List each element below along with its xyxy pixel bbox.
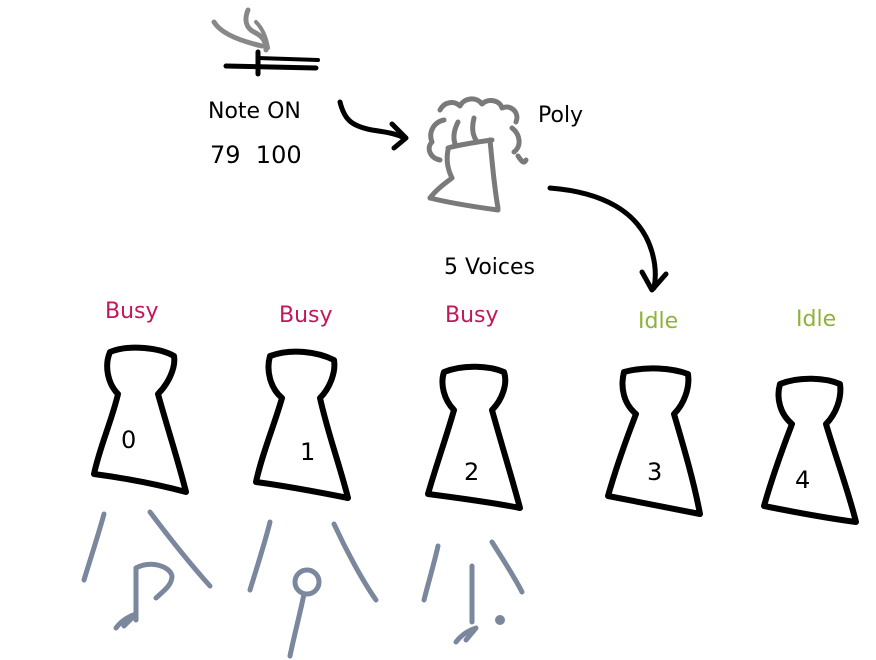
poly-allocator-icon [426, 96, 529, 213]
voice-0-sound-output [81, 509, 213, 631]
voice-1-figure [253, 348, 351, 501]
note-on-label: Note ON [208, 99, 301, 124]
note-values: 79 100 [210, 141, 302, 169]
voice-3-figure [605, 365, 703, 517]
voice-2-index: 2 [464, 458, 479, 486]
voice-4-figure [761, 375, 859, 525]
voice-3-index: 3 [647, 458, 662, 486]
voice-0-index: 0 [121, 426, 136, 454]
voice-2-status: Busy [445, 303, 499, 328]
voice-0-status: Busy [105, 299, 159, 324]
hand-pressing-key-icon [211, 7, 320, 77]
arrow-poly-to-voice-3 [547, 185, 669, 293]
voice-count-label: 5 Voices [444, 255, 535, 280]
voice-2-figure [425, 363, 523, 511]
arrow-note-to-poly [337, 99, 409, 151]
voice-4-status: Idle [796, 307, 836, 332]
poly-label: Poly [538, 103, 583, 128]
voice-3-status: Idle [638, 309, 678, 334]
voice-1-index: 1 [300, 438, 315, 466]
voice-2-sound-output [421, 539, 525, 645]
voice-1-status: Busy [279, 303, 333, 328]
voice-1-sound-output [247, 519, 379, 659]
voice-4-index: 4 [795, 466, 810, 494]
voice-0-figure [91, 344, 189, 495]
